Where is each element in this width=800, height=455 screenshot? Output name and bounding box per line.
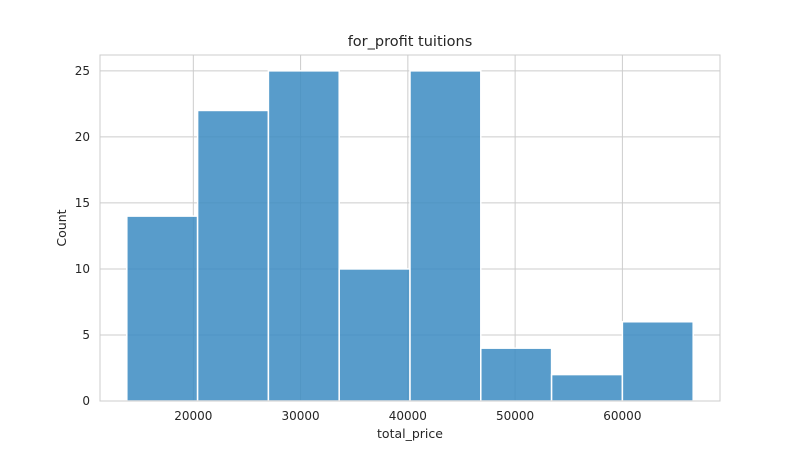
y-tick-label: 15 xyxy=(75,196,90,210)
y-tick-label: 5 xyxy=(82,328,90,342)
histogram-bar xyxy=(480,347,553,402)
histogram-bar xyxy=(267,70,340,402)
histogram-bars xyxy=(126,70,694,402)
y-tick-label: 0 xyxy=(82,394,90,408)
x-tick-label: 20000 xyxy=(174,409,212,423)
y-tick-label: 10 xyxy=(75,262,90,276)
x-tick-labels: 20000 30000 40000 50000 60000 xyxy=(174,409,641,423)
y-axis-label: Count xyxy=(54,209,69,246)
plot-frame xyxy=(99,54,721,402)
x-tick-label: 50000 xyxy=(496,409,534,423)
y-tick-labels: 0 5 10 15 20 25 xyxy=(75,64,90,408)
x-axis-label: total_price xyxy=(377,426,443,441)
x-tick-label: 30000 xyxy=(281,409,319,423)
y-tick-label: 25 xyxy=(75,64,90,78)
histogram-bar xyxy=(338,268,411,402)
histogram-bar xyxy=(409,70,482,402)
histogram-bar xyxy=(126,215,199,402)
histogram-bar xyxy=(196,109,270,402)
histogram-bar xyxy=(550,373,624,402)
x-tick-label: 60000 xyxy=(603,409,641,423)
histogram-bar xyxy=(621,321,694,402)
chart-title: for_profit tuitions xyxy=(348,34,473,50)
y-tick-label: 20 xyxy=(75,130,90,144)
x-tick-label: 40000 xyxy=(389,409,427,423)
